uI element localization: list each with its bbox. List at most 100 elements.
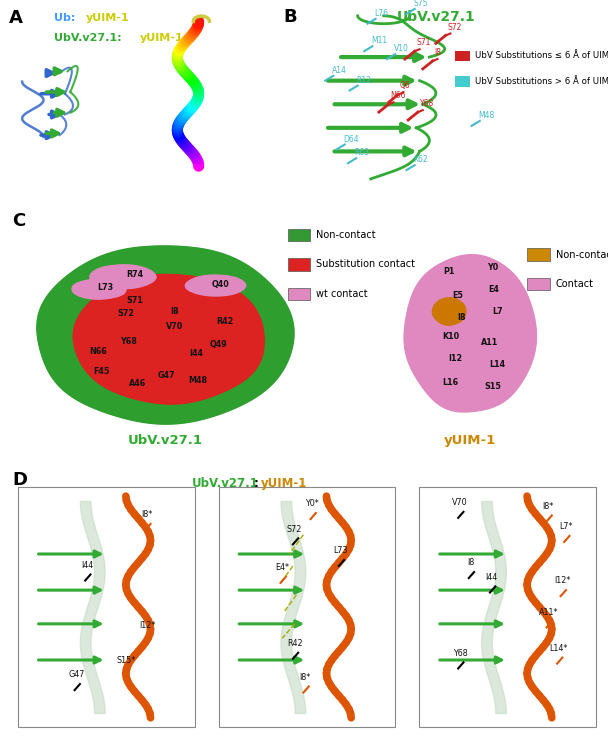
Text: yUIM-1: yUIM-1 <box>86 13 130 22</box>
Text: V10: V10 <box>393 44 409 53</box>
Text: yUIM-1: yUIM-1 <box>261 477 307 490</box>
Text: R63: R63 <box>354 148 370 158</box>
Text: I12*: I12* <box>139 621 155 630</box>
Text: G47: G47 <box>68 670 85 680</box>
Text: UbV.v27.1: UbV.v27.1 <box>192 477 258 490</box>
Text: I8: I8 <box>171 307 179 316</box>
Bar <box>527 248 550 261</box>
Text: Non-contact: Non-contact <box>316 230 376 240</box>
Text: G47: G47 <box>158 371 175 380</box>
Text: A14: A14 <box>332 66 347 75</box>
Text: R12: R12 <box>356 76 371 85</box>
Text: Substitution contact: Substitution contact <box>316 260 415 269</box>
Text: V70: V70 <box>452 498 468 507</box>
Text: Q40: Q40 <box>212 280 229 289</box>
Polygon shape <box>74 274 264 404</box>
Text: I8: I8 <box>434 48 441 57</box>
Bar <box>527 278 550 290</box>
Bar <box>455 76 470 86</box>
FancyBboxPatch shape <box>18 487 195 728</box>
Text: Y0*: Y0* <box>305 500 319 508</box>
Text: R74: R74 <box>126 270 143 279</box>
Text: Q49: Q49 <box>210 340 227 350</box>
Text: UbV.v27.1:: UbV.v27.1: <box>54 33 122 44</box>
FancyBboxPatch shape <box>420 487 596 728</box>
Text: I44: I44 <box>190 349 204 358</box>
Text: A: A <box>9 9 22 27</box>
Text: I8*: I8* <box>543 502 554 511</box>
Text: L73: L73 <box>97 283 113 292</box>
Text: L7*: L7* <box>559 522 573 531</box>
Text: F45: F45 <box>94 367 110 376</box>
Text: A46: A46 <box>130 380 147 388</box>
Text: Y0: Y0 <box>487 263 498 272</box>
Text: P1: P1 <box>444 268 455 277</box>
Polygon shape <box>404 255 536 412</box>
Text: yUIM-1: yUIM-1 <box>140 33 184 44</box>
Text: C: C <box>12 212 26 230</box>
Text: I12: I12 <box>448 354 462 363</box>
Text: S71: S71 <box>416 38 430 47</box>
Text: Q6: Q6 <box>400 82 411 91</box>
Text: L7: L7 <box>492 307 502 316</box>
Text: I12*: I12* <box>554 576 570 585</box>
Bar <box>288 288 310 300</box>
Text: S72: S72 <box>447 22 461 32</box>
Text: D64: D64 <box>343 134 359 143</box>
Text: A11*: A11* <box>539 608 558 616</box>
Text: I8: I8 <box>467 558 474 567</box>
Text: N66: N66 <box>89 347 106 356</box>
Text: I44: I44 <box>486 573 498 582</box>
Text: D: D <box>12 472 27 490</box>
Text: Y68: Y68 <box>120 338 137 346</box>
Text: A11: A11 <box>482 338 499 347</box>
Text: S15*: S15* <box>116 656 136 664</box>
Text: E5: E5 <box>452 291 463 300</box>
Text: L76: L76 <box>374 9 388 18</box>
Text: UbV.v27.1: UbV.v27.1 <box>396 10 475 24</box>
Text: Ub:: Ub: <box>54 13 75 22</box>
Polygon shape <box>432 298 466 326</box>
Text: I8*: I8* <box>300 673 311 682</box>
Bar <box>288 229 310 241</box>
Text: K62: K62 <box>413 155 427 164</box>
Text: S15: S15 <box>484 382 501 392</box>
Text: S72: S72 <box>287 524 302 533</box>
Text: M48: M48 <box>188 376 207 386</box>
Text: :: : <box>254 477 258 490</box>
Text: S72: S72 <box>117 310 134 319</box>
Text: L73: L73 <box>333 546 348 555</box>
Text: Y68: Y68 <box>420 99 434 108</box>
Polygon shape <box>90 265 156 289</box>
Text: R42: R42 <box>216 317 233 326</box>
Bar <box>288 258 310 271</box>
Text: Contact: Contact <box>556 279 594 290</box>
Text: K10: K10 <box>442 332 459 340</box>
Text: R42: R42 <box>287 639 302 648</box>
Text: E4*: E4* <box>275 563 289 572</box>
Text: L16: L16 <box>443 377 458 386</box>
Text: I8*: I8* <box>142 510 153 519</box>
Text: M11: M11 <box>371 36 387 45</box>
FancyBboxPatch shape <box>219 487 395 728</box>
Text: N66: N66 <box>390 92 406 100</box>
Polygon shape <box>72 280 126 299</box>
Text: Non-contact: Non-contact <box>556 250 608 259</box>
Text: L14*: L14* <box>550 644 568 652</box>
Bar <box>455 51 470 61</box>
Text: B: B <box>283 8 297 26</box>
Polygon shape <box>185 275 246 296</box>
Text: yUIM-1: yUIM-1 <box>444 434 496 447</box>
Text: E4: E4 <box>489 285 500 294</box>
Text: UbV.v27.1: UbV.v27.1 <box>127 434 202 447</box>
Text: I8: I8 <box>457 314 466 322</box>
Text: wt contact: wt contact <box>316 290 368 299</box>
Text: S75: S75 <box>413 0 427 8</box>
Text: V70: V70 <box>167 322 184 331</box>
Text: M48: M48 <box>478 111 494 120</box>
Text: Y68: Y68 <box>452 649 468 658</box>
Text: UbV Substitutions > 6 Å of UIM: UbV Substitutions > 6 Å of UIM <box>475 77 608 86</box>
Text: S71: S71 <box>126 296 143 304</box>
Text: UbV Substitutions ≤ 6 Å of UIM: UbV Substitutions ≤ 6 Å of UIM <box>475 52 608 61</box>
Polygon shape <box>37 246 294 424</box>
